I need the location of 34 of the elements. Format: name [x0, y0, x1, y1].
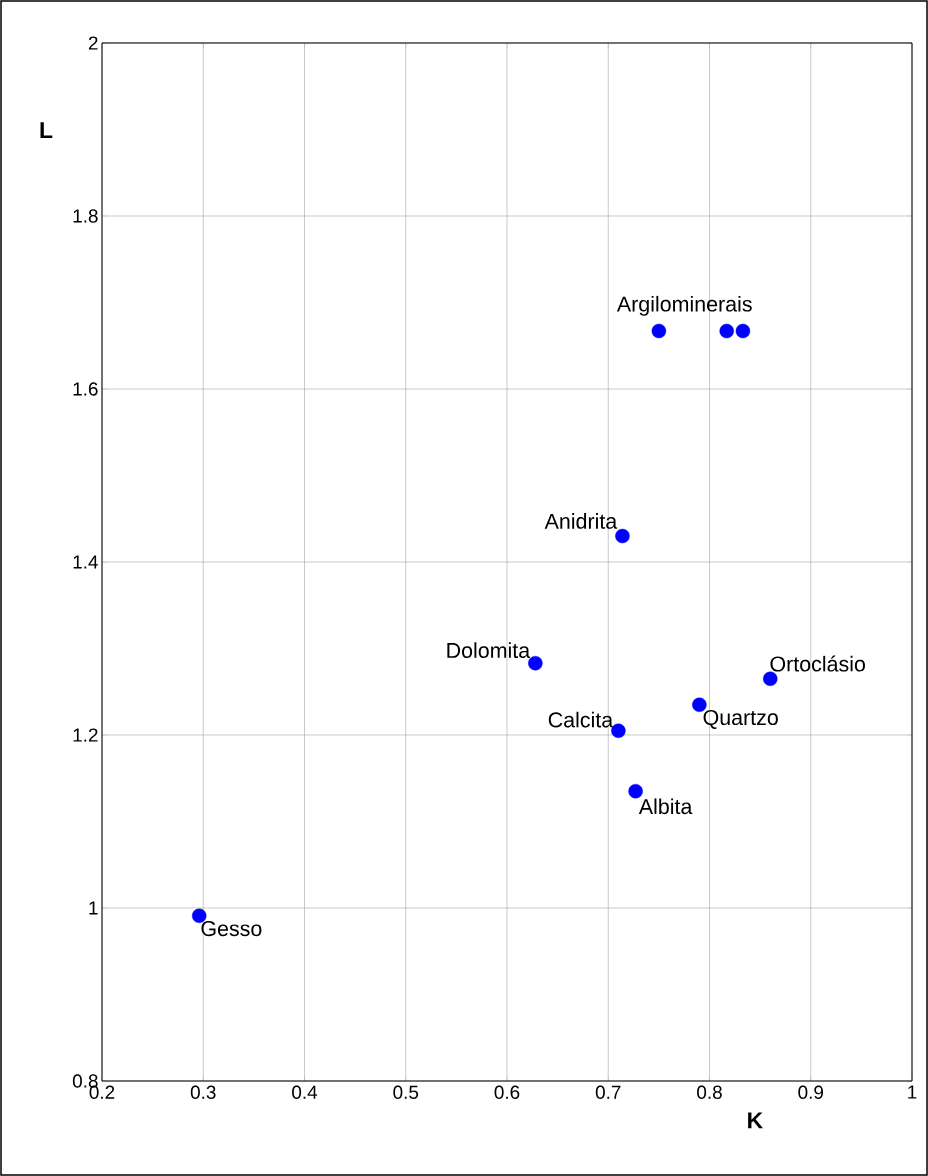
annotation: Calcita — [548, 711, 614, 728]
y-tick-label: 1.8 — [73, 209, 98, 223]
x-tick-label: 0.5 — [393, 1085, 419, 1099]
point — [628, 784, 643, 799]
y-tick-label: 2 — [88, 36, 98, 50]
x-tick-label: 0.3 — [190, 1085, 216, 1099]
annotation: Dolomita — [447, 642, 531, 658]
x-tick-label: 0.8 — [697, 1085, 722, 1099]
y-tick-label: 1.4 — [73, 555, 98, 569]
x-tick-label: 0.7 — [595, 1085, 621, 1099]
point — [719, 323, 734, 339]
annotation: Ortoclásio — [770, 655, 865, 672]
annotation: Anidrita — [544, 513, 618, 529]
point — [763, 671, 778, 686]
point — [192, 908, 207, 923]
y-tick-label: 1.2 — [73, 728, 98, 742]
y-axis-title: L — [40, 122, 53, 139]
point — [615, 528, 630, 544]
point — [651, 323, 667, 339]
point — [611, 723, 626, 738]
y-tick-label: 1.6 — [73, 382, 98, 396]
x-tick-label: 0.9 — [798, 1085, 824, 1099]
x-axis-title: K — [748, 1112, 763, 1129]
y-tick-label: 1 — [89, 901, 98, 915]
annotation: Albita — [638, 798, 693, 815]
annotation: Gesso — [201, 920, 262, 937]
point — [735, 323, 751, 339]
annotation: Argilominerais — [616, 295, 752, 316]
x-tick-label: 0.6 — [494, 1085, 520, 1099]
point — [528, 656, 543, 671]
x-tick-label: 1 — [908, 1085, 917, 1099]
x-tick-label: 0.4 — [292, 1085, 318, 1099]
annotation: Quartzo — [703, 709, 778, 729]
point — [692, 697, 707, 712]
